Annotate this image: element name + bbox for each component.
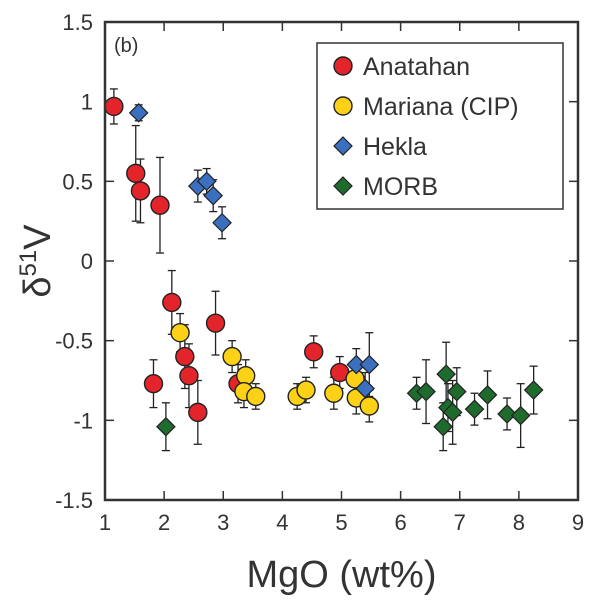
axes-group: 1 2 3 4 5 6 7 8 9 -1.5 -1 -0.5 0 0.5 1 1.5 <box>55 10 584 535</box>
x-tick-label: 9 <box>572 510 584 535</box>
anatahan-point <box>104 96 124 117</box>
mariana-cip-point <box>324 383 344 403</box>
morb-point <box>510 405 531 426</box>
morb-point <box>436 364 456 384</box>
x-tick-label: 4 <box>276 510 288 535</box>
morb-point <box>477 384 498 405</box>
y-tick-label: 1.5 <box>62 10 93 35</box>
anatahan-point <box>130 181 151 201</box>
y-axis-title: δ51V <box>15 224 59 298</box>
x-tick-label: 8 <box>513 510 525 535</box>
mariana-cip-point <box>170 323 190 343</box>
legend-marker-hekla <box>333 136 353 156</box>
morb-point <box>464 399 485 420</box>
hekla-point <box>128 102 149 123</box>
hekla-point <box>196 171 217 192</box>
hekla-point <box>212 212 232 233</box>
x-tick-label: 3 <box>217 510 229 535</box>
y-tick-label: -1 <box>73 408 93 433</box>
x-tick-label: 7 <box>454 510 466 535</box>
legend-label-hekla: Hekla <box>363 133 427 161</box>
x-tick-label: 6 <box>395 510 407 535</box>
morb-point <box>416 381 436 402</box>
anatahan-point <box>205 313 226 333</box>
legend-label-morb: MORB <box>363 173 438 201</box>
mariana-cip-point <box>246 386 266 407</box>
hekla-point <box>346 354 367 375</box>
anatahan-point <box>143 373 164 394</box>
panel-label: (b) <box>114 35 138 57</box>
hekla-point <box>355 378 375 399</box>
y-tick-label: 0.5 <box>62 169 93 194</box>
anatahan-point <box>188 402 208 423</box>
anatahan-point <box>150 195 170 215</box>
anatahan-point <box>179 366 199 386</box>
y-tick-label: -0.5 <box>55 329 93 354</box>
y-tick-label: 0 <box>81 249 93 274</box>
legend-box <box>316 42 564 210</box>
anatahan-point <box>304 342 324 362</box>
morb-point <box>523 380 544 400</box>
legend-label-mariana-cip: Mariana (CIP) <box>363 93 519 121</box>
legend: Anatahan Mariana (CIP) Hekla MORB <box>316 42 564 210</box>
mariana-cip-point <box>222 346 242 367</box>
morb-point <box>446 381 467 402</box>
morb-point <box>497 404 517 424</box>
plot-frame <box>103 20 580 502</box>
points-group <box>104 96 544 437</box>
morb-point <box>442 402 463 423</box>
mariana-cip-point <box>236 366 256 386</box>
x-axis-title: MgO (wt%) <box>247 554 437 596</box>
legend-label-anatahan: Anatahan <box>363 53 470 81</box>
y-axis-title-base: δ <box>17 276 59 297</box>
y-axis-title-tail: V <box>17 224 59 250</box>
mariana-cip-point <box>359 396 379 416</box>
mariana-cip-point <box>296 380 316 400</box>
anatahan-point <box>126 163 146 184</box>
legend-marker-anatahan <box>333 56 353 76</box>
y-tick-label: -1.5 <box>55 488 93 513</box>
x-tick-label: 2 <box>158 510 170 535</box>
anatahan-point <box>175 346 195 367</box>
anatahan-point <box>162 292 182 313</box>
x-tick-label: 1 <box>99 510 111 535</box>
morb-point <box>433 416 454 437</box>
morb-point <box>156 416 176 437</box>
y-axis-title-superscript: 51 <box>15 250 42 277</box>
legend-marker-morb <box>333 176 353 196</box>
y-tick-label: 1 <box>81 90 93 115</box>
hekla-point <box>203 185 224 206</box>
x-tick-label: 5 <box>335 510 347 535</box>
legend-marker-mariana-cip <box>333 96 353 116</box>
hekla-point <box>359 354 380 375</box>
